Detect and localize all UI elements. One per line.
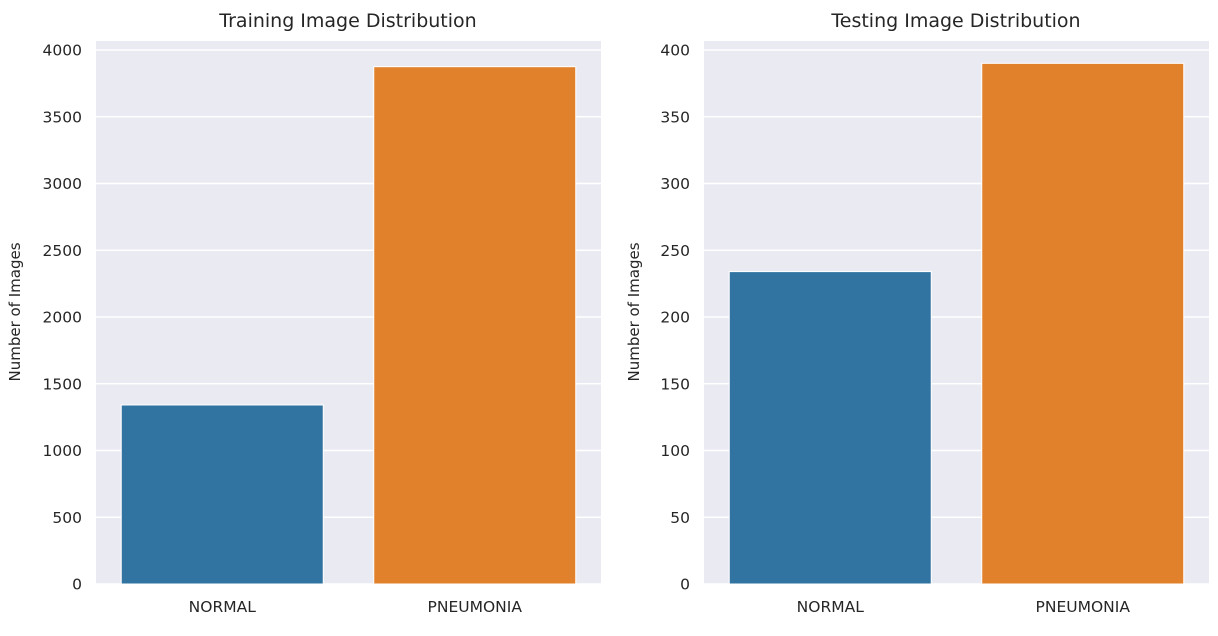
testing-y-tick-label: 350 bbox=[660, 108, 690, 126]
training-y-tick-label: 500 bbox=[52, 509, 82, 527]
training-y-tick-label: 1000 bbox=[43, 442, 82, 460]
testing-chart-title: Testing Image Distribution bbox=[830, 10, 1080, 32]
testing-bar-pneumonia bbox=[981, 62, 1185, 585]
training-y-tick-label: 4000 bbox=[43, 42, 82, 60]
training-y-tick-label: 0 bbox=[72, 576, 82, 594]
testing-y-axis-label: Number of Images bbox=[625, 242, 643, 381]
testing-bars bbox=[728, 62, 1185, 585]
testing-y-tick-label: 400 bbox=[660, 42, 690, 60]
testing-x-tick-label: PNEUMONIA bbox=[1036, 598, 1131, 616]
testing-y-tick-label: 50 bbox=[670, 509, 690, 527]
testing-y-ticks: 0 50 100 150 200 250 300 350 400 bbox=[660, 42, 690, 594]
training-y-tick-label: 2000 bbox=[43, 309, 82, 327]
testing-y-tick-label: 0 bbox=[680, 576, 690, 594]
training-chart-title: Training Image Distribution bbox=[218, 10, 476, 32]
training-y-tick-label: 3000 bbox=[43, 175, 82, 193]
testing-y-tick-label: 250 bbox=[660, 242, 690, 260]
training-y-tick-label: 1500 bbox=[43, 375, 82, 393]
testing-y-tick-label: 150 bbox=[660, 375, 690, 393]
training-bar-normal bbox=[120, 404, 324, 585]
testing-y-tick-label: 100 bbox=[660, 442, 690, 460]
training-chart: 0 500 1000 1500 2000 2500 3000 3500 4000 NORMAL P… bbox=[6, 10, 601, 616]
training-x-ticks: NORMAL PNEUMONIA bbox=[189, 598, 523, 616]
training-y-tick-label: 2500 bbox=[43, 242, 82, 260]
testing-x-ticks: NORMAL PNEUMONIA bbox=[797, 598, 1131, 616]
testing-bar-normal bbox=[728, 271, 932, 585]
testing-chart: 0 50 100 150 200 250 300 350 400 NORMAL PNEUMONIA… bbox=[625, 10, 1209, 616]
testing-y-tick-label: 200 bbox=[660, 309, 690, 327]
testing-x-tick-label: NORMAL bbox=[797, 598, 865, 616]
testing-y-tick-label: 300 bbox=[660, 175, 690, 193]
training-bars bbox=[120, 66, 577, 585]
training-x-tick-label: NORMAL bbox=[189, 598, 257, 616]
training-bar-pneumonia bbox=[373, 66, 577, 585]
training-x-tick-label: PNEUMONIA bbox=[428, 598, 523, 616]
training-y-axis-label: Number of Images bbox=[6, 242, 24, 381]
training-y-ticks: 0 500 1000 1500 2000 2500 3000 3500 4000 bbox=[43, 42, 82, 594]
training-y-tick-label: 3500 bbox=[43, 108, 82, 126]
